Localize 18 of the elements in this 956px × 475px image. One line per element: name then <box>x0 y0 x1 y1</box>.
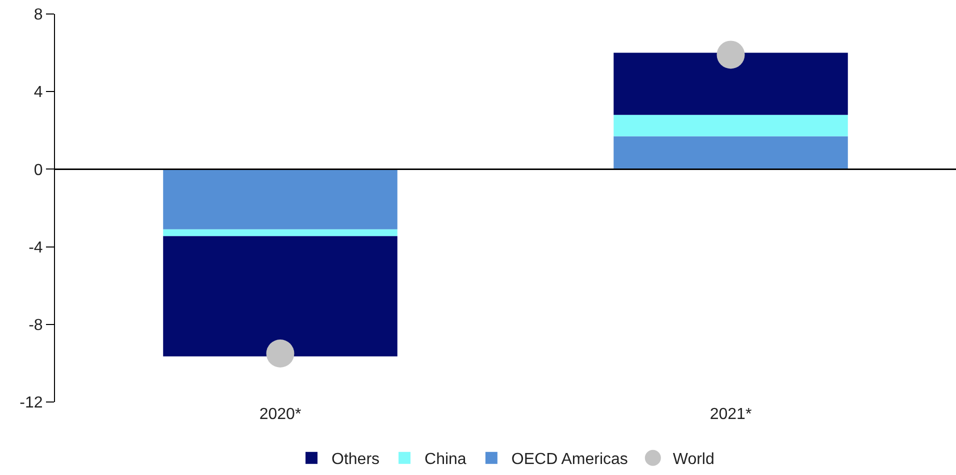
bar <box>614 136 848 170</box>
bar <box>163 236 398 356</box>
y-tick-label: 0 <box>34 162 43 179</box>
bar <box>614 114 848 136</box>
y-tick-label: -4 <box>28 239 43 256</box>
legend-label: OECD Americas <box>511 451 628 468</box>
bar <box>163 169 398 230</box>
y-tick-label: 4 <box>34 84 43 102</box>
bar <box>614 52 848 115</box>
y-tick-label: -12 <box>20 394 43 412</box>
legend-label: Others <box>332 451 380 468</box>
x-tick-label: 2020* <box>259 406 302 423</box>
legend-label: China <box>424 451 466 468</box>
y-tick-label: 8 <box>34 6 43 24</box>
x-tick-label: 2021* <box>710 406 752 423</box>
legend-label: World <box>672 451 714 468</box>
bar <box>163 229 398 236</box>
y-tick-label: -8 <box>28 317 43 334</box>
